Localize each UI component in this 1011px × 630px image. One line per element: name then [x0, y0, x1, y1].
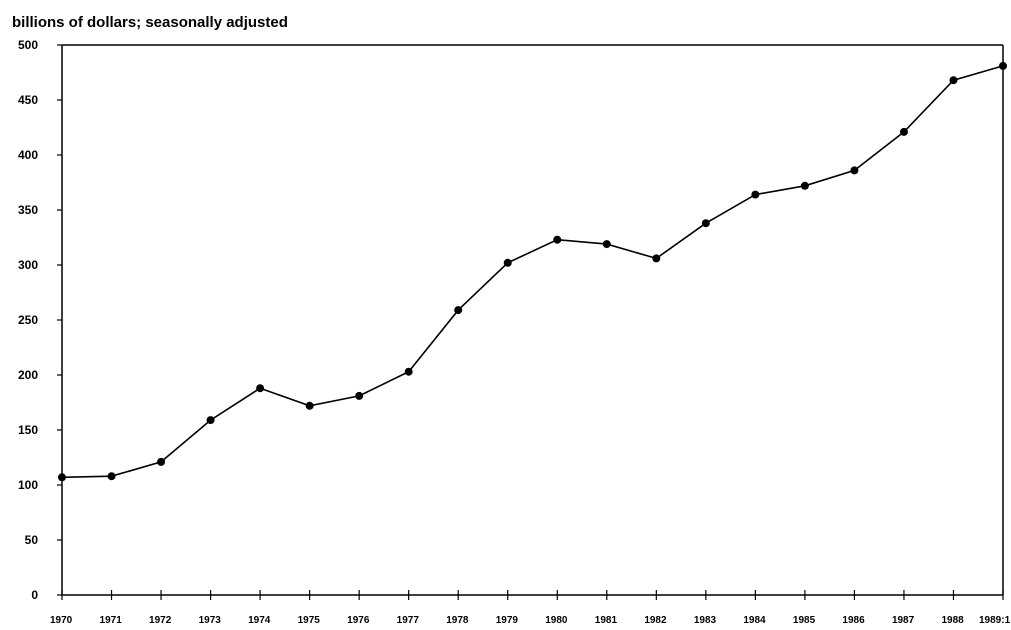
x-tick-label: 1978	[446, 615, 469, 626]
data-point	[58, 473, 66, 482]
data-point	[107, 472, 116, 481]
x-tick-label: 1971	[100, 615, 123, 626]
data-point	[602, 240, 611, 249]
y-tick-label: 500	[18, 38, 38, 52]
data-point	[949, 76, 958, 85]
x-tick-label: 1985	[793, 615, 816, 626]
data-point	[355, 391, 364, 400]
data-point	[206, 416, 215, 425]
x-tick-label: 1979	[496, 615, 519, 626]
x-tick-label: 1975	[298, 615, 321, 626]
y-tick-label: 100	[18, 478, 38, 492]
data-point	[404, 367, 413, 376]
y-tick-label: 200	[18, 368, 38, 382]
x-tick-label: 1986	[842, 615, 865, 626]
x-tick-label: 1988	[941, 615, 964, 626]
y-tick-label: 50	[25, 533, 39, 547]
data-point	[999, 61, 1007, 70]
data-point	[157, 457, 166, 466]
data-point	[256, 384, 265, 393]
data-point	[503, 258, 512, 267]
data-point	[850, 166, 859, 175]
y-tick-label: 450	[18, 93, 38, 107]
chart-title: billions of dollars; seasonally adjusted	[12, 14, 288, 31]
y-tick-label: 0	[31, 588, 38, 602]
data-point	[899, 127, 908, 136]
data-point	[751, 190, 760, 199]
x-tick-label: 1984	[743, 615, 766, 626]
data-point	[454, 306, 463, 315]
y-tick-label: 400	[18, 148, 38, 162]
x-tick-label: 1989:1	[979, 615, 1011, 626]
data-point	[701, 219, 710, 228]
x-tick-label: 1972	[149, 615, 172, 626]
y-tick-label: 150	[18, 423, 38, 437]
x-tick-label: 1977	[397, 615, 420, 626]
series	[58, 61, 1007, 482]
x-tick-label: 1976	[347, 615, 370, 626]
x-tick-label: 1973	[199, 615, 222, 626]
data-point	[800, 181, 809, 190]
data-point	[305, 401, 314, 410]
y-tick-label: 250	[18, 313, 38, 327]
series-line	[61, 65, 1004, 479]
data-point	[652, 254, 661, 263]
x-tick-label: 1983	[694, 615, 717, 626]
x-tick-label: 1970	[50, 615, 73, 626]
y-axis: 0 50 100 150 200 250 300 350 400 450 500	[18, 38, 62, 602]
plot-frame	[61, 44, 1004, 596]
y-tick-label: 350	[18, 203, 38, 217]
x-axis: 1970 1971 1972 1973 1974 1975 1976 1977 1978 1979…	[50, 590, 1011, 626]
x-tick-label: 1981	[595, 615, 618, 626]
y-tick-label: 300	[18, 258, 38, 272]
x-tick-label: 1982	[644, 615, 667, 626]
data-point	[553, 235, 562, 244]
x-tick-label: 1974	[248, 615, 271, 626]
x-tick-label: 1987	[892, 615, 915, 626]
x-tick-label: 1980	[545, 615, 568, 626]
